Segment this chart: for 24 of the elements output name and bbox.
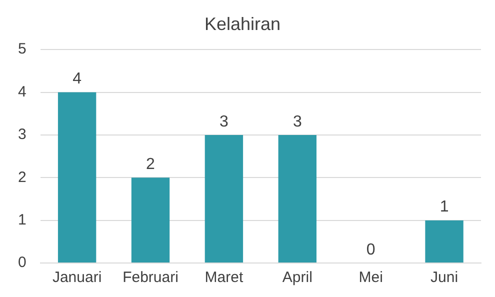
chart-title: Kelahiran	[204, 14, 281, 34]
data-label: 0	[366, 241, 376, 258]
y-tick-label: 0	[18, 254, 26, 272]
x-tick-label: April	[282, 269, 312, 286]
data-label: 3	[219, 113, 228, 130]
y-tick-label: 4	[18, 83, 26, 100]
data-label: 4	[72, 70, 82, 88]
data-label: 1	[440, 198, 449, 216]
data-label: 2	[146, 156, 156, 174]
x-tick-label: Juni	[430, 269, 458, 286]
bar	[204, 134, 244, 262]
bar	[58, 92, 96, 262]
y-tick-label: 3	[18, 126, 26, 144]
y-tick-label: 5	[18, 40, 26, 58]
x-tick-label: Mei	[358, 269, 383, 286]
x-tick-label: Maret	[204, 269, 244, 286]
bar	[131, 178, 170, 262]
y-tick-label: 2	[18, 168, 26, 186]
y-tick-label: 1	[18, 211, 26, 228]
x-tick-label: Februari	[122, 269, 178, 286]
bar	[278, 134, 316, 262]
x-tick-label: Januari	[52, 269, 102, 286]
data-label: 3	[292, 113, 302, 130]
bar	[425, 220, 464, 262]
